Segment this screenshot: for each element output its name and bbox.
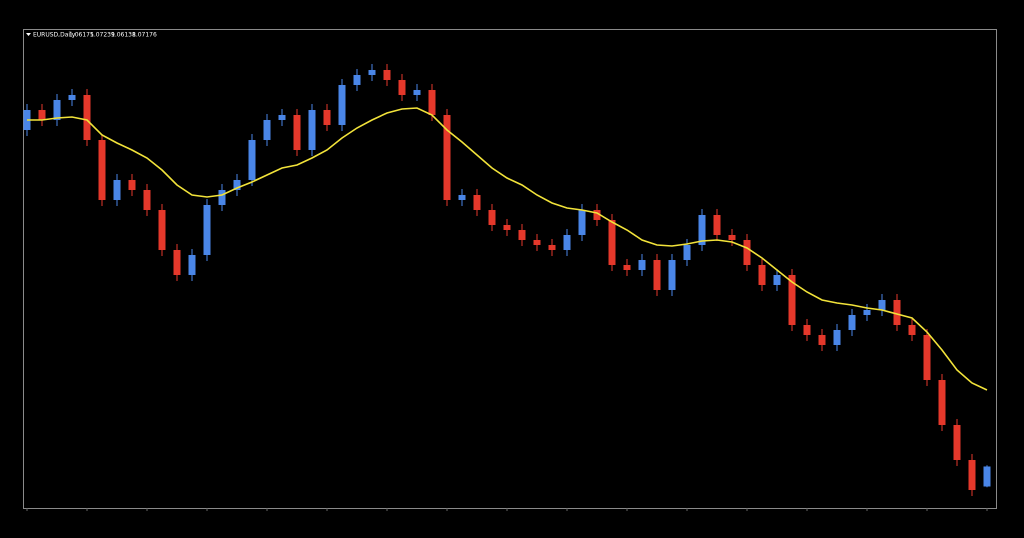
candle-body <box>398 80 406 95</box>
chart-title: EURUSD,Daily <box>33 32 76 39</box>
header-open: 1.06175 <box>69 32 94 39</box>
candle-body <box>608 220 616 265</box>
candle-body <box>188 255 196 275</box>
candle-body <box>788 275 796 325</box>
candle-body <box>548 245 556 250</box>
candle-body <box>713 215 721 235</box>
candle-body <box>368 70 376 75</box>
candle-body <box>518 230 526 240</box>
candle-body <box>848 315 856 330</box>
candle-body <box>938 380 946 425</box>
candle-body <box>353 75 361 85</box>
candle-body <box>308 110 316 150</box>
candle-body <box>758 265 766 285</box>
candle-body <box>458 195 466 200</box>
candle-body <box>893 300 901 325</box>
candle-body <box>503 225 511 230</box>
candle-body <box>38 110 46 120</box>
candle-body <box>263 120 271 140</box>
candle-body <box>98 140 106 200</box>
collapse-arrow <box>26 33 31 36</box>
candle-body <box>653 260 661 290</box>
candle-body <box>833 330 841 345</box>
candle-body <box>803 325 811 335</box>
candle-body <box>293 115 301 150</box>
candle-body <box>563 235 571 250</box>
candle-body <box>743 240 751 265</box>
candle-body <box>698 215 706 245</box>
candle-body <box>173 250 181 275</box>
candle-body <box>428 90 436 115</box>
candle-body <box>533 240 541 245</box>
candle-body <box>983 466 991 487</box>
candle-body <box>488 210 496 225</box>
candle-body <box>908 325 916 335</box>
candle-body <box>53 100 61 120</box>
candle-body <box>968 460 976 490</box>
candle-body <box>158 210 166 250</box>
candle-body <box>728 235 736 240</box>
candle-body <box>218 190 226 205</box>
candle-body <box>638 260 646 270</box>
candle-body <box>863 310 871 315</box>
plot-frame <box>23 29 997 509</box>
candle-body <box>593 210 601 220</box>
candle-body <box>323 110 331 125</box>
header: EURUSD,Daily 1.06175 1.07239 1.06138 1.0… <box>33 32 157 39</box>
candle-body <box>83 95 91 140</box>
candle-body <box>203 205 211 255</box>
candle-body <box>923 335 931 380</box>
candle-body <box>143 190 151 210</box>
candle-body <box>233 180 241 190</box>
candle-body <box>128 180 136 190</box>
candle-body <box>338 85 346 125</box>
header-high: 1.07239 <box>90 32 115 39</box>
header-close: 1.07176 <box>132 32 157 39</box>
candle-body <box>473 195 481 210</box>
candle-body <box>773 275 781 285</box>
candle-body <box>578 210 586 235</box>
candle-body <box>953 425 961 460</box>
candle-body <box>683 245 691 260</box>
candle-body <box>413 90 421 95</box>
candle-body <box>668 260 676 290</box>
candle-body <box>818 335 826 345</box>
moving-average-line <box>27 107 988 391</box>
candle-body <box>113 180 121 200</box>
candle-body <box>68 95 76 100</box>
header-low: 1.06138 <box>111 32 136 39</box>
candle-body <box>443 115 451 200</box>
candle-body <box>878 300 886 310</box>
candle-body <box>278 115 286 120</box>
candle-body <box>623 265 631 270</box>
candle-body <box>248 140 256 180</box>
candle-body <box>383 70 391 80</box>
